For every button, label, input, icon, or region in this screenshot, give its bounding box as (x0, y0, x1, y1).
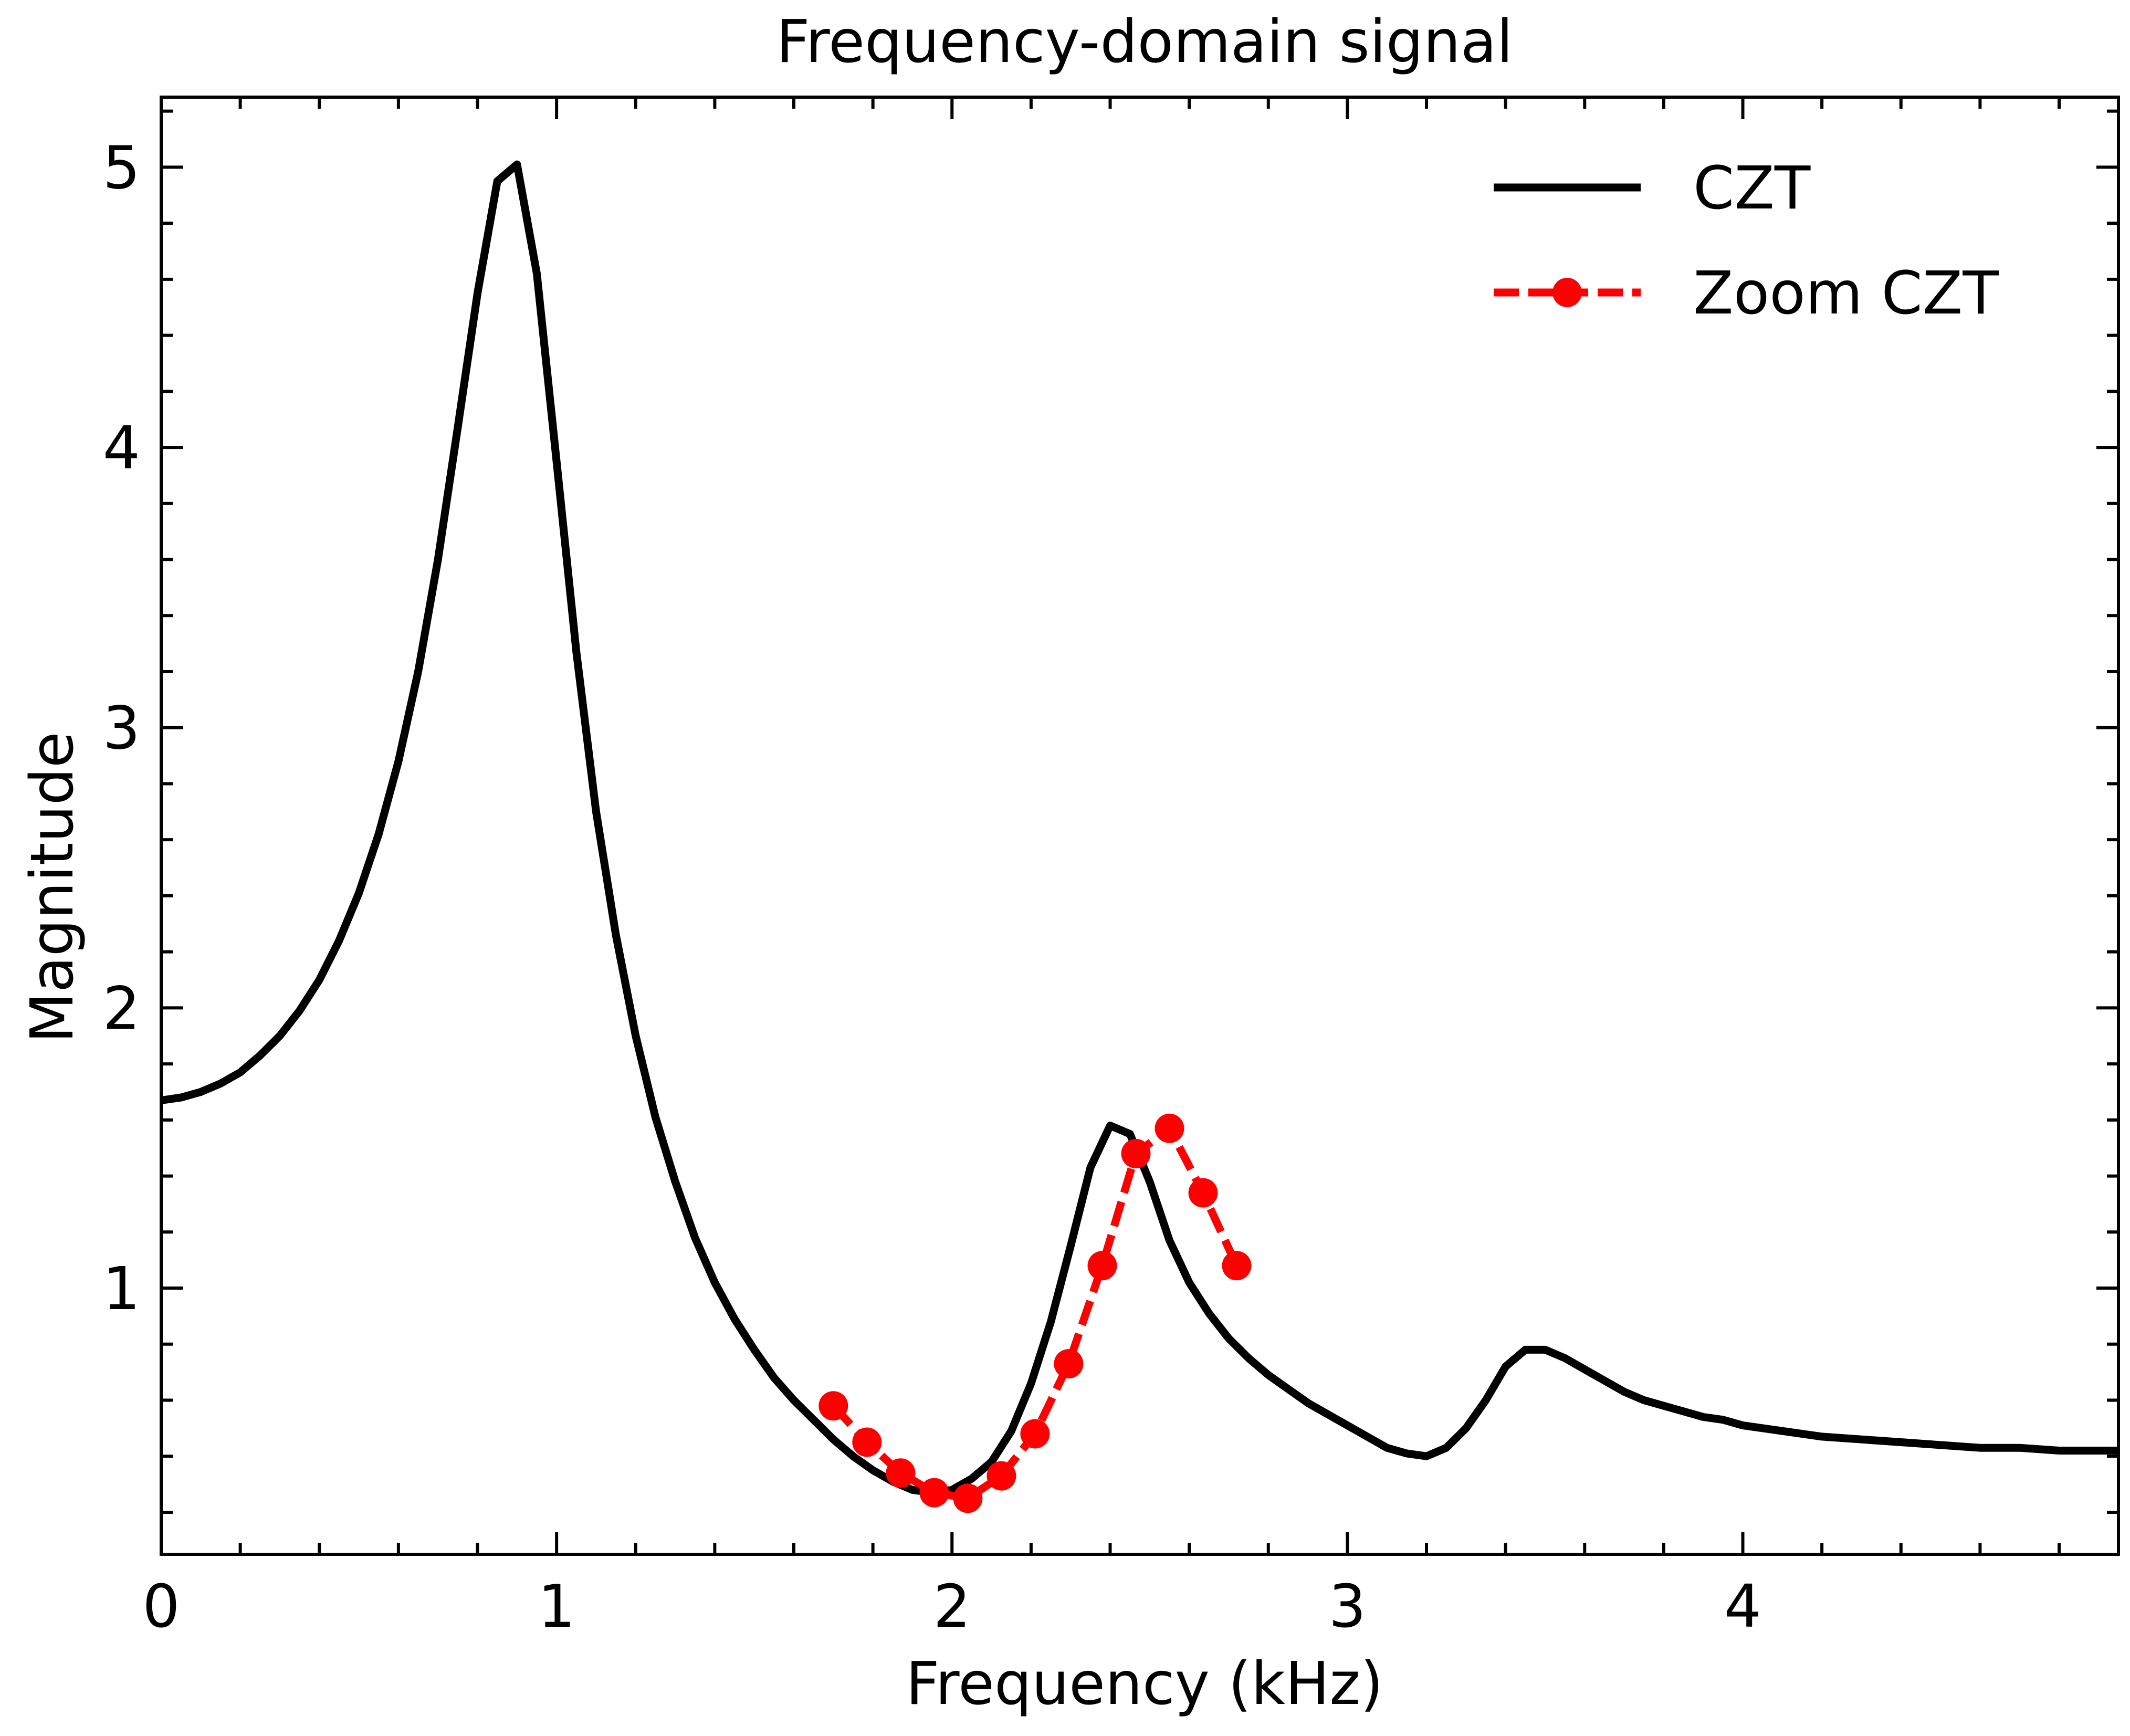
x-tick-label: 4 (1724, 1573, 1761, 1641)
axis-ticks (160, 97, 2118, 1554)
legend-zoom-marker (1552, 278, 1582, 307)
zoom-czt-marker (1188, 1178, 1218, 1208)
axes-frame (160, 96, 2120, 1556)
zoom-czt-marker (1020, 1419, 1050, 1449)
zoom-czt-marker (1054, 1349, 1084, 1379)
legend-czt-label: CZT (1693, 154, 1811, 223)
czt-line (160, 160, 2118, 1497)
zoom-czt-marker (819, 1391, 848, 1421)
x-tick-label: 3 (1329, 1573, 1366, 1641)
y-tick-label: 5 (103, 134, 140, 202)
legend-zoom-label: Zoom CZT (1693, 259, 1999, 328)
x-tick-label: 2 (933, 1573, 971, 1641)
zoom-czt-marker (987, 1461, 1016, 1491)
plot-series (160, 160, 2118, 1513)
y-tick-label: 4 (103, 414, 140, 483)
x-tick-label: 1 (538, 1573, 575, 1641)
x-axis-label: Frequency (kHz) (906, 1650, 1383, 1718)
zoom-czt-marker (1222, 1251, 1252, 1281)
y-tick-label: 3 (103, 695, 140, 763)
zoom-czt-marker (1155, 1113, 1184, 1143)
zoom-czt-marker (1121, 1138, 1151, 1168)
y-axis-label: Magnitude (18, 731, 87, 1043)
y-tick-label: 2 (103, 975, 140, 1043)
y-tick-label: 1 (103, 1255, 140, 1323)
zoom-czt-marker (886, 1458, 916, 1488)
zoom-czt-marker (852, 1427, 882, 1457)
legend: CZT Zoom CZT (1494, 154, 1999, 328)
zoom-czt-marker (919, 1478, 949, 1508)
chart-title: Frequency-domain signal (776, 8, 1513, 76)
x-tick-label: 0 (142, 1573, 180, 1641)
axis-tick-labels: 0 1 2 3 4 1 2 3 4 5 (103, 134, 1761, 1641)
zoom-czt-marker (953, 1483, 983, 1513)
zoom-czt-marker (1087, 1251, 1117, 1281)
